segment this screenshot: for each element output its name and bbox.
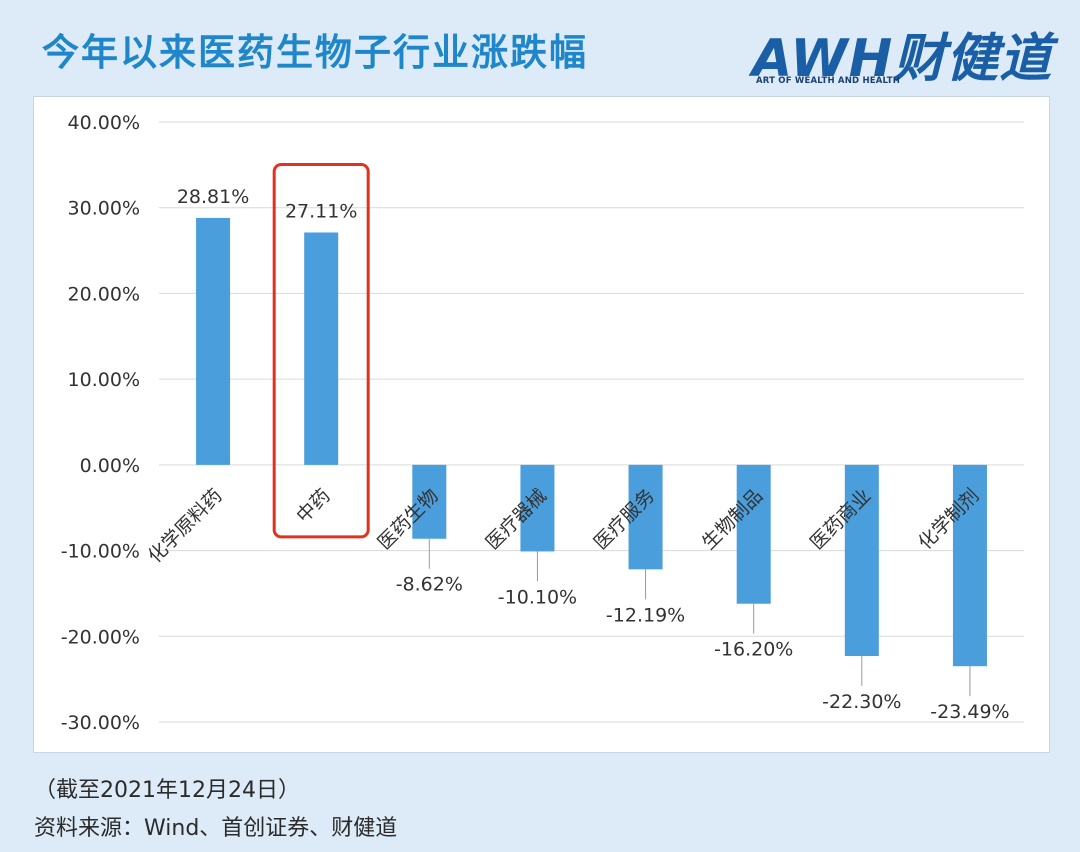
brand-logo: AWH财健道 ART OF WEALTH AND HEALTH xyxy=(752,16,1052,90)
category-label: 化学原料药 xyxy=(144,485,227,568)
data-label: 28.81% xyxy=(177,186,249,208)
source-note: 资料来源：Wind、首创证券、财健道 xyxy=(34,816,398,841)
highlight-box xyxy=(272,162,370,539)
data-label: 27.11% xyxy=(285,200,357,222)
bar xyxy=(304,232,339,465)
bar xyxy=(412,464,447,539)
page-title: 今年以来医药生物子行业涨跌幅 xyxy=(42,31,588,74)
category-label: 中药 xyxy=(292,485,334,527)
chart-panel: 40.00% 30.00% 20.00% 10.00% 0.00% -10.00% -20.… xyxy=(33,96,1050,753)
data-label: -12.19% xyxy=(606,604,685,626)
bar xyxy=(844,464,879,656)
y-tick-label: 30.00% xyxy=(68,198,140,220)
y-tick-label: -10.00% xyxy=(61,541,140,563)
data-label: -8.62% xyxy=(396,574,463,596)
y-tick-label: 40.00% xyxy=(68,112,140,134)
date-note: （截至2021年12月24日） xyxy=(34,778,300,803)
data-label: -10.10% xyxy=(498,586,577,608)
data-label: -22.30% xyxy=(822,691,901,713)
y-tick-label: 10.00% xyxy=(68,369,140,391)
y-tick-label: 20.00% xyxy=(68,283,140,305)
bar-chart: 40.00% 30.00% 20.00% 10.00% 0.00% -10.00% -20.… xyxy=(61,112,1024,734)
logo-text: AWH财健道 xyxy=(752,29,1053,89)
data-label: -23.49% xyxy=(930,701,1009,723)
bar xyxy=(952,464,987,667)
y-tick-label: 0.00% xyxy=(80,455,140,477)
bar xyxy=(520,464,555,552)
bar xyxy=(628,464,663,570)
y-tick-label: -30.00% xyxy=(61,712,140,734)
bar xyxy=(196,217,231,465)
logo-subtitle: ART OF WEALTH AND HEALTH xyxy=(756,76,901,86)
y-tick-label: -20.00% xyxy=(61,626,140,648)
bar xyxy=(736,464,771,604)
data-label: -16.20% xyxy=(714,639,793,661)
